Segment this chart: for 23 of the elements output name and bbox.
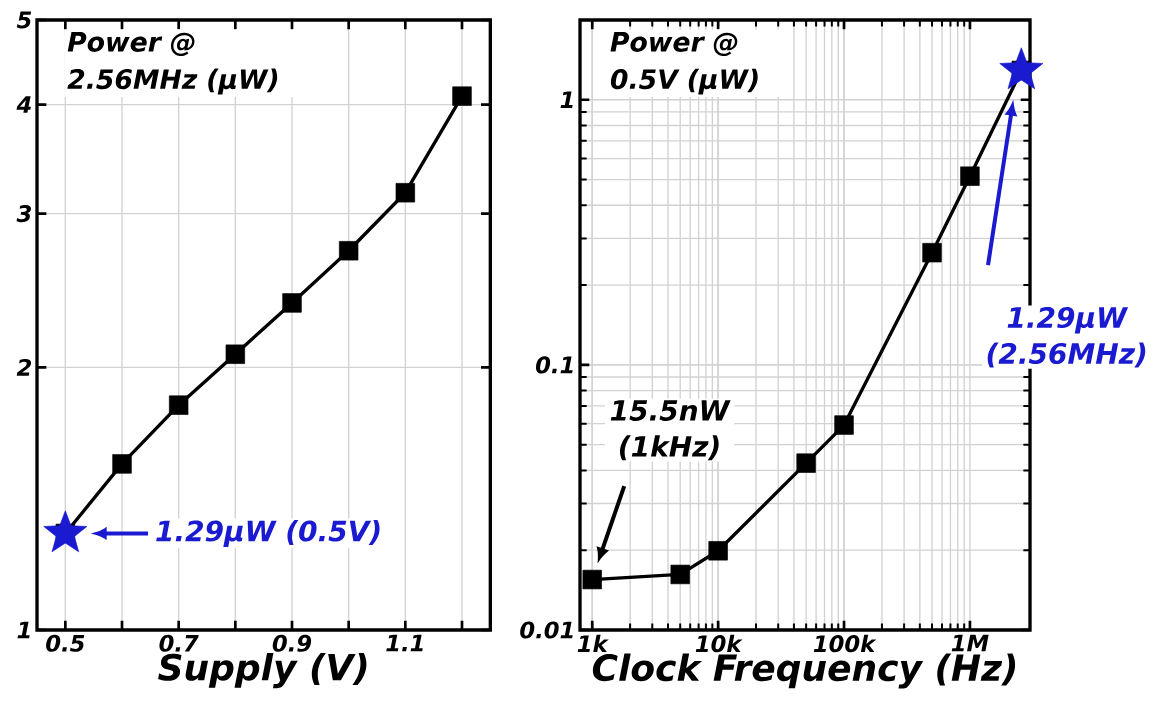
x-tick-label: 0.7 xyxy=(159,634,199,652)
x-tick-label: 1.1 xyxy=(386,634,423,652)
x-tick-label: 1k xyxy=(577,634,609,652)
x-tick-label: 1M xyxy=(951,634,989,652)
y-tick-label: 2 xyxy=(16,358,32,376)
annotation: 1.29μW (2.56MHz) xyxy=(987,306,1146,368)
y-tick-label: 1 xyxy=(560,91,573,109)
x-axis-title: Clock Frequency (Hz) xyxy=(592,653,1016,689)
y-tick-label: 4 xyxy=(16,96,31,113)
x-tick-label: 10k xyxy=(695,634,743,653)
annotation: 1.29μW (0.5V) xyxy=(156,519,380,548)
annotation: 15.5nW (1kHz) xyxy=(610,400,731,461)
x-tick-label: 100k xyxy=(813,634,877,653)
x-tick-label: 0.9 xyxy=(272,634,312,652)
x-tick-label: 0.5 xyxy=(46,634,85,652)
y-tick-label: 1 xyxy=(17,621,30,639)
y-tick-label: 3 xyxy=(16,205,31,223)
y-axis-title: Power @ 2.56MHz (μW) xyxy=(67,32,278,95)
y-tick-label: 5 xyxy=(16,11,32,29)
y-tick-label: 0.1 xyxy=(535,356,573,374)
x-axis-title: Supply (V) xyxy=(158,653,367,689)
y-axis-title: Power @ 0.5V (μW) xyxy=(610,32,758,95)
y-tick-label: 0.01 xyxy=(520,621,573,639)
